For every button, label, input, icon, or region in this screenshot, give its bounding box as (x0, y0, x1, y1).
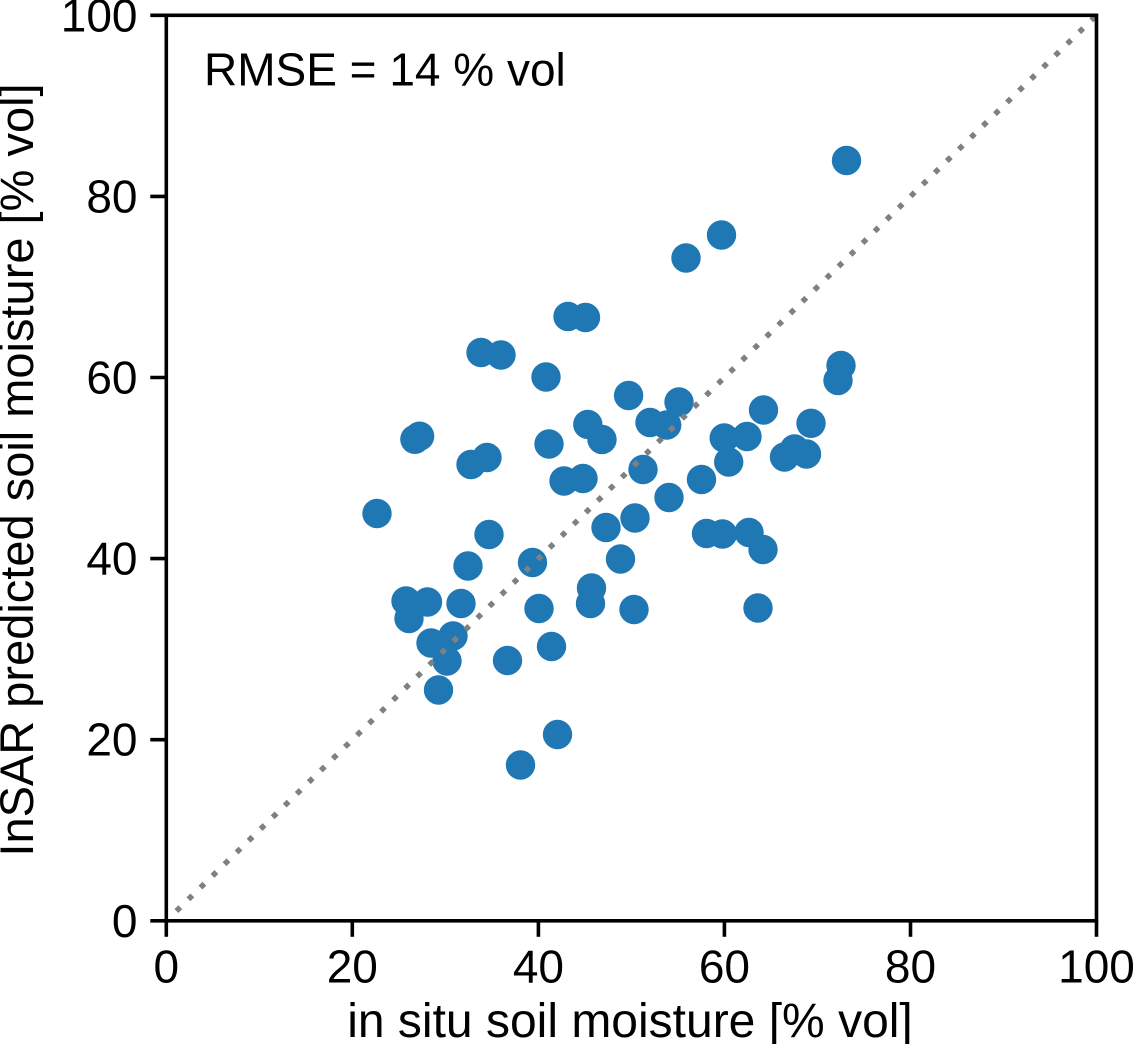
svg-text:100: 100 (1058, 941, 1133, 993)
svg-text:in situ soil moisture [% vol]: in situ soil moisture [% vol] (347, 995, 913, 1044)
svg-text:20: 20 (86, 714, 137, 766)
svg-text:60: 60 (86, 352, 137, 404)
svg-text:80: 80 (86, 170, 137, 222)
svg-text:40: 40 (513, 941, 564, 993)
svg-text:RMSE = 14 % vol: RMSE = 14 % vol (204, 44, 566, 96)
svg-text:0: 0 (154, 941, 180, 993)
svg-text:InSAR predicted soil moisture: InSAR predicted soil moisture [% vol] (0, 83, 43, 856)
svg-text:80: 80 (885, 941, 936, 993)
svg-text:20: 20 (327, 941, 378, 993)
svg-text:60: 60 (699, 941, 750, 993)
svg-text:0: 0 (112, 895, 138, 947)
svg-text:100: 100 (61, 0, 138, 41)
svg-text:40: 40 (86, 533, 137, 585)
